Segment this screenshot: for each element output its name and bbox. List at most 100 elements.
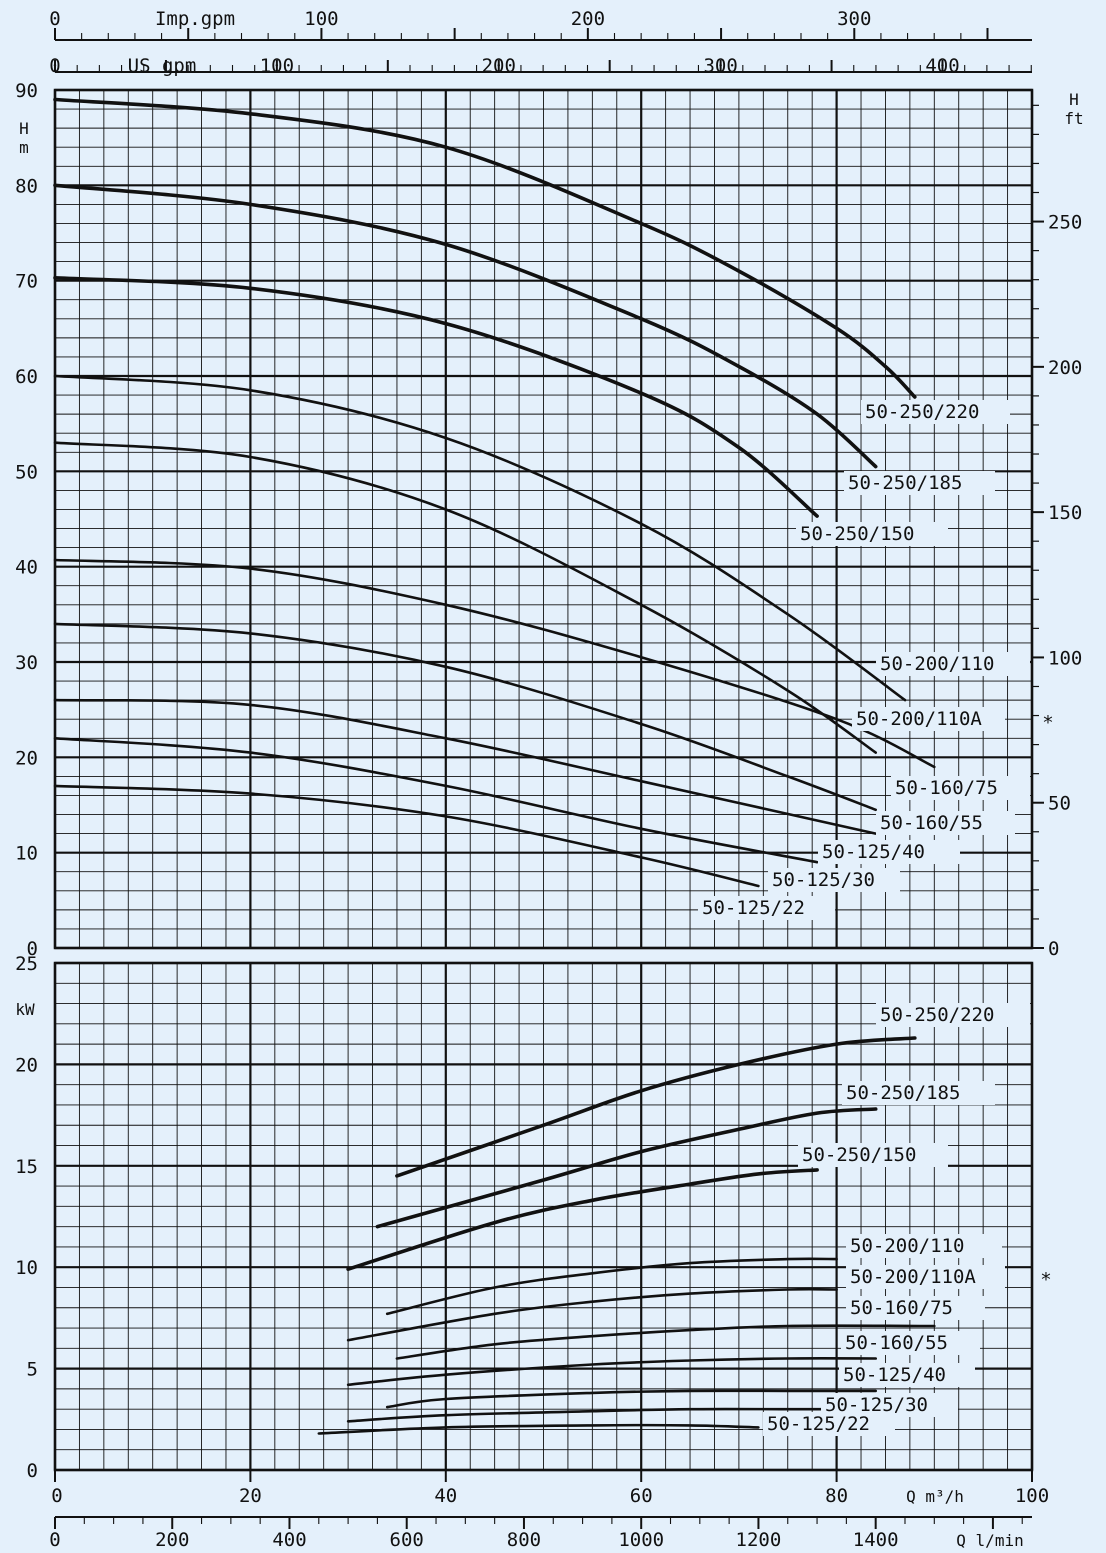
head-curve-50-125-30 bbox=[53, 737, 819, 864]
head-curve-label: 50-160/75 bbox=[895, 777, 998, 799]
lmin-tick-label: 200 bbox=[155, 1529, 189, 1551]
head-curve-50-125-22 bbox=[53, 784, 760, 888]
x-tick-label: 40 bbox=[434, 1485, 457, 1507]
label-bg bbox=[841, 1331, 980, 1355]
power-curve-label: 50-250/185 bbox=[846, 1082, 960, 1104]
label-bg bbox=[846, 1296, 985, 1320]
power-curve-label: 50-125/40 bbox=[843, 1364, 946, 1386]
us-gpm-tick-label: 400 bbox=[925, 55, 959, 77]
right-axis-tick-label: 150 bbox=[1048, 502, 1082, 524]
imp-gpm-label: Imp.gpm bbox=[155, 8, 235, 30]
power-curve-50-125-40 bbox=[385, 1389, 877, 1409]
right-axis-tick-label: 0 bbox=[1048, 938, 1059, 960]
power-curve-label: 50-160/55 bbox=[845, 1332, 948, 1354]
y-tick-label-head: 0 bbox=[27, 938, 38, 960]
power-curve-50-250-185 bbox=[375, 1107, 878, 1229]
head-curve-50-160-55 bbox=[53, 622, 877, 812]
us-gpm-tick-label: 100 bbox=[260, 55, 294, 77]
head-curve-label: 50-125/40 bbox=[822, 841, 925, 863]
power-curve-label: 50-160/75 bbox=[850, 1297, 953, 1319]
label-bg bbox=[861, 400, 1010, 424]
head-curve-50-160-75 bbox=[53, 558, 936, 769]
y-tick-label-head: 80 bbox=[15, 175, 38, 197]
head-curve-label: 50-200/110 bbox=[880, 653, 994, 675]
power-curve-50-250-150 bbox=[346, 1168, 819, 1271]
axes bbox=[53, 28, 1044, 1529]
asterisk-marker-head: * bbox=[1042, 712, 1053, 734]
y-tick-label-power: 5 bbox=[27, 1359, 38, 1381]
power-panel-frame bbox=[53, 961, 1034, 1472]
right-axis-tick-label: 50 bbox=[1048, 793, 1071, 815]
lmin-tick-label: 800 bbox=[507, 1529, 541, 1551]
label-bg bbox=[818, 840, 960, 864]
lmin-tick-label: 1400 bbox=[853, 1529, 899, 1551]
x-axis-label: Q m³/h bbox=[906, 1487, 964, 1506]
labels: 0102030405060708090Hm050100150200250Hft0… bbox=[15, 8, 1084, 1551]
label-bg bbox=[798, 1143, 948, 1167]
y-tick-label-head: 30 bbox=[15, 652, 38, 674]
x-tick-label: 100 bbox=[1015, 1485, 1049, 1507]
head-curve-label: 50-200/110A bbox=[856, 708, 982, 730]
right-axis-tick-label: 100 bbox=[1048, 647, 1082, 669]
head-curve-label: 50-125/22 bbox=[702, 897, 805, 919]
head-curve-50-250-150 bbox=[53, 276, 819, 518]
y-tick-label-power: 0 bbox=[27, 1460, 38, 1482]
y-axis-label-right: H bbox=[1069, 90, 1079, 109]
y-axis-unit-head: m bbox=[19, 138, 29, 157]
lmin-tick-label: 1200 bbox=[736, 1529, 782, 1551]
x2-axis-label: Q l/min bbox=[956, 1531, 1023, 1550]
us-gpm-tick-label: 300 bbox=[703, 55, 737, 77]
imp-gpm-tick-label: 200 bbox=[571, 8, 605, 30]
head-curve-label: 50-250/150 bbox=[800, 523, 914, 545]
grid bbox=[53, 88, 1034, 1472]
lmin-tick-label: 1000 bbox=[618, 1529, 664, 1551]
power-curve-50-200-110A bbox=[346, 1287, 838, 1342]
power-curve-label: 50-125/30 bbox=[825, 1394, 928, 1416]
us-gpm-tick-label: 0 bbox=[49, 55, 60, 77]
power-curve-50-160-75 bbox=[395, 1324, 936, 1360]
power-curve-label: 50-250/150 bbox=[802, 1144, 916, 1166]
y-tick-label-power: 15 bbox=[15, 1156, 38, 1178]
head-panel-frame bbox=[53, 88, 1034, 950]
x-tick-label: 0 bbox=[51, 1485, 62, 1507]
head-curve-50-250-220 bbox=[53, 97, 917, 399]
head-curve-label: 50-250/220 bbox=[865, 401, 979, 423]
head-curve-50-200-110A bbox=[53, 441, 877, 754]
y-tick-label-head: 50 bbox=[15, 461, 38, 483]
label-bg bbox=[768, 868, 900, 892]
label-bg bbox=[839, 1363, 975, 1387]
x-tick-label: 60 bbox=[630, 1485, 653, 1507]
label-bg bbox=[876, 811, 1015, 835]
lmin-tick-label: 0 bbox=[49, 1529, 60, 1551]
curves bbox=[53, 97, 936, 1435]
label-bg bbox=[844, 471, 995, 495]
label-bg bbox=[796, 522, 948, 546]
label-bg bbox=[846, 1265, 1005, 1289]
power-curve-50-125-22 bbox=[317, 1423, 760, 1435]
y-axis-label-power: kW bbox=[15, 1000, 35, 1019]
power-curve-50-125-30 bbox=[346, 1407, 838, 1423]
power-curve-label: 50-200/110A bbox=[850, 1266, 976, 1288]
label-bg bbox=[876, 652, 1030, 676]
x-tick-label: 20 bbox=[239, 1485, 262, 1507]
x-tick-label: 80 bbox=[825, 1485, 848, 1507]
head-curve-label: 50-125/30 bbox=[772, 869, 875, 891]
label-bg bbox=[698, 896, 835, 920]
head-curve-label: 50-250/185 bbox=[848, 472, 962, 494]
y-tick-label-head: 70 bbox=[15, 271, 38, 293]
head-curve-50-125-40 bbox=[53, 698, 877, 835]
power-curve-label: 50-125/22 bbox=[767, 1413, 870, 1435]
y-tick-label-power: 20 bbox=[15, 1054, 38, 1076]
label-bg bbox=[846, 1234, 1002, 1258]
label-bg bbox=[891, 776, 1030, 800]
label-bg bbox=[876, 1003, 1030, 1027]
asterisk-marker-power: * bbox=[1040, 1269, 1051, 1291]
right-axis-tick-label: 250 bbox=[1048, 212, 1082, 234]
right-axis-tick-label: 200 bbox=[1048, 357, 1082, 379]
y-axis-unit-right: ft bbox=[1064, 109, 1083, 128]
label-bg bbox=[842, 1081, 995, 1105]
us-gpm-tick-label: 200 bbox=[482, 55, 516, 77]
power-curve-50-200-110 bbox=[385, 1257, 838, 1316]
us-gpm-label: US gpm bbox=[128, 55, 197, 77]
